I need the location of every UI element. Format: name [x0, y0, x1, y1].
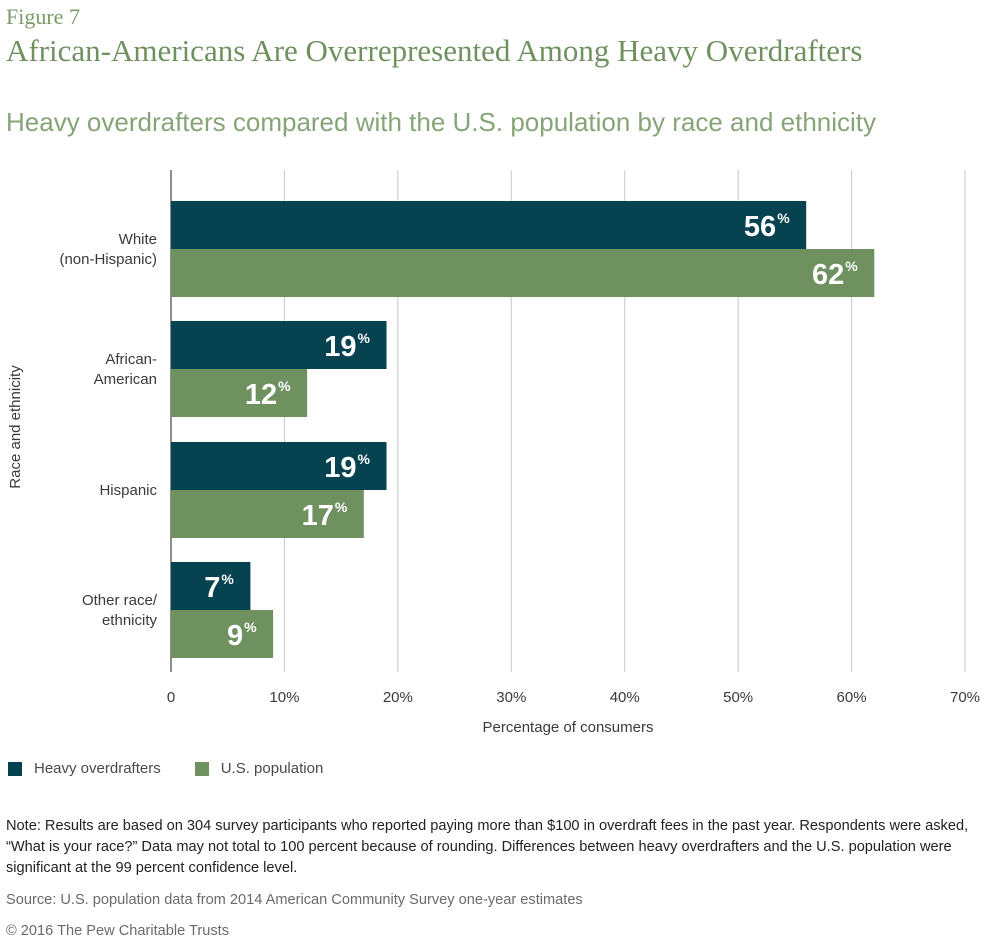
data-label: 9: [227, 620, 243, 652]
bar-us-population: [171, 490, 364, 538]
legend-label-heavy: Heavy overdrafters: [34, 760, 161, 777]
x-tick-label: 60%: [837, 689, 867, 706]
category-label: Other race/: [82, 592, 158, 609]
data-label-percent: %: [845, 258, 858, 274]
data-label: 56: [744, 211, 776, 243]
bar-heavy-overdrafters: [171, 442, 387, 490]
x-tick-label: 0: [167, 689, 175, 706]
data-label: 17: [302, 500, 334, 532]
category-label: African-: [105, 351, 157, 368]
data-label-percent: %: [244, 619, 257, 635]
data-label: 19: [324, 452, 356, 484]
data-label: 12: [245, 379, 277, 411]
x-tick-label: 10%: [269, 689, 299, 706]
bar-chart: 0 10% 20% 30% 40% 50% 60% 70%56 %19 %19 %7 %62 %12 %1…: [7, 170, 980, 736]
chart-subtitle: Heavy overdrafters compared with the U.S…: [6, 107, 877, 137]
x-tick-label: 50%: [723, 689, 753, 706]
x-axis-title: Percentage of consumers: [483, 719, 654, 736]
bar-heavy-overdrafters: [171, 201, 807, 249]
category-label: ethnicity: [102, 612, 158, 629]
data-label: 7: [204, 572, 220, 604]
data-label-percent: %: [221, 571, 234, 587]
source-text: Source: U.S. population data from 2014 A…: [6, 892, 583, 908]
category-label: White: [119, 231, 157, 248]
chart-title: African-Americans Are Overrepresented Am…: [6, 33, 863, 68]
data-label: 19: [324, 331, 356, 363]
data-label: 62: [812, 259, 844, 291]
copyright-text: © 2016 The Pew Charitable Trusts: [6, 923, 230, 939]
bar-us-population: [171, 249, 875, 297]
legend-item-population: U.S. population: [194, 760, 324, 777]
note-text: Note: Results are based on 304 survey pa…: [6, 818, 969, 876]
bar-us-population: [171, 369, 308, 417]
category-label: Hispanic: [99, 482, 157, 499]
legend: Heavy overdrafters U.S. population: [8, 760, 357, 777]
x-tick-label: 40%: [610, 689, 640, 706]
data-label-percent: %: [358, 330, 371, 346]
legend-swatch-heavy: [8, 761, 22, 776]
bar-us-population: [171, 610, 274, 658]
figure-label: Figure 7: [6, 4, 80, 29]
category-label: (non-Hispanic): [59, 251, 157, 268]
legend-swatch-population: [194, 761, 209, 776]
x-tick-label: 70%: [950, 689, 980, 706]
y-axis-title: Race and ethnicity: [7, 365, 24, 489]
data-label-percent: %: [358, 451, 371, 467]
bar-heavy-overdrafters: [171, 562, 251, 610]
data-label-percent: %: [777, 210, 790, 226]
data-label-percent: %: [278, 378, 291, 394]
x-tick-label: 30%: [496, 689, 526, 706]
category-label: American: [94, 371, 157, 388]
legend-label-population: U.S. population: [220, 760, 324, 777]
legend-item-heavy: Heavy overdrafters: [8, 760, 161, 777]
data-label-percent: %: [335, 499, 348, 515]
x-tick-label: 20%: [383, 689, 413, 706]
bar-heavy-overdrafters: [171, 321, 387, 369]
